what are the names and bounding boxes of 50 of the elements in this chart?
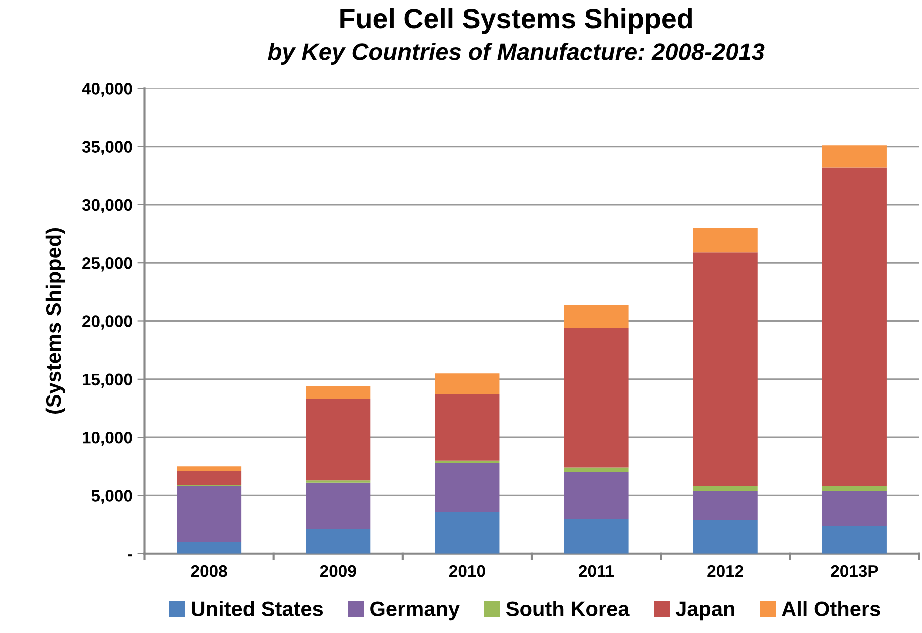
bar <box>306 399 371 481</box>
y-tick-label: 25,000 <box>82 257 132 272</box>
bar <box>822 486 887 492</box>
y-tick-label: 30,000 <box>82 199 132 214</box>
bar <box>177 486 242 542</box>
y-tick-label: 15,000 <box>83 374 132 388</box>
y-tick-label: - <box>128 554 132 557</box>
legend-label: United States <box>192 601 324 616</box>
legend-label: All Others <box>782 601 880 616</box>
x-tick-label: 2009 <box>320 565 356 578</box>
bar <box>564 304 629 328</box>
bar <box>435 512 500 554</box>
bar <box>822 526 887 554</box>
y-tick-label: 40,000 <box>82 83 132 98</box>
bar <box>564 518 629 554</box>
bar <box>822 491 887 526</box>
chart-subtitle: by Key Countries of Manufacture: 2008-2013 <box>268 43 765 66</box>
bar <box>564 468 629 472</box>
x-tick-label: 2011 <box>579 565 614 578</box>
bar <box>306 386 371 400</box>
bar <box>435 374 500 395</box>
bar <box>177 471 242 486</box>
bar <box>822 146 887 168</box>
legend-label: Japan <box>676 602 734 621</box>
bar <box>693 252 758 486</box>
bar <box>564 472 629 519</box>
bar <box>306 529 371 554</box>
y-tick-label: 5,000 <box>92 490 132 504</box>
bar <box>822 168 887 486</box>
bar <box>693 228 758 253</box>
y-tick-label: 10,000 <box>83 432 132 446</box>
bar <box>177 542 242 554</box>
bar <box>693 486 758 492</box>
bar <box>693 520 758 554</box>
chart-title: Fuel Cell Systems Shipped <box>340 8 692 34</box>
bar <box>693 491 758 520</box>
bar <box>306 482 371 530</box>
bar <box>177 466 242 472</box>
x-tick-label: 2012 <box>708 565 744 578</box>
bar <box>435 463 500 512</box>
x-tick-label: 2008 <box>191 565 228 578</box>
legend-label: Germany <box>370 602 460 621</box>
x-tick-label: 2013P <box>831 565 878 578</box>
bar <box>435 394 500 461</box>
legend-label: South Korea <box>506 601 630 616</box>
y-axis-title: (Systems Shipped) <box>46 228 66 414</box>
bar <box>564 328 629 468</box>
y-tick-label: 20,000 <box>82 316 132 330</box>
y-tick-label: 35,000 <box>82 141 132 156</box>
x-tick-label: 2010 <box>449 565 486 578</box>
